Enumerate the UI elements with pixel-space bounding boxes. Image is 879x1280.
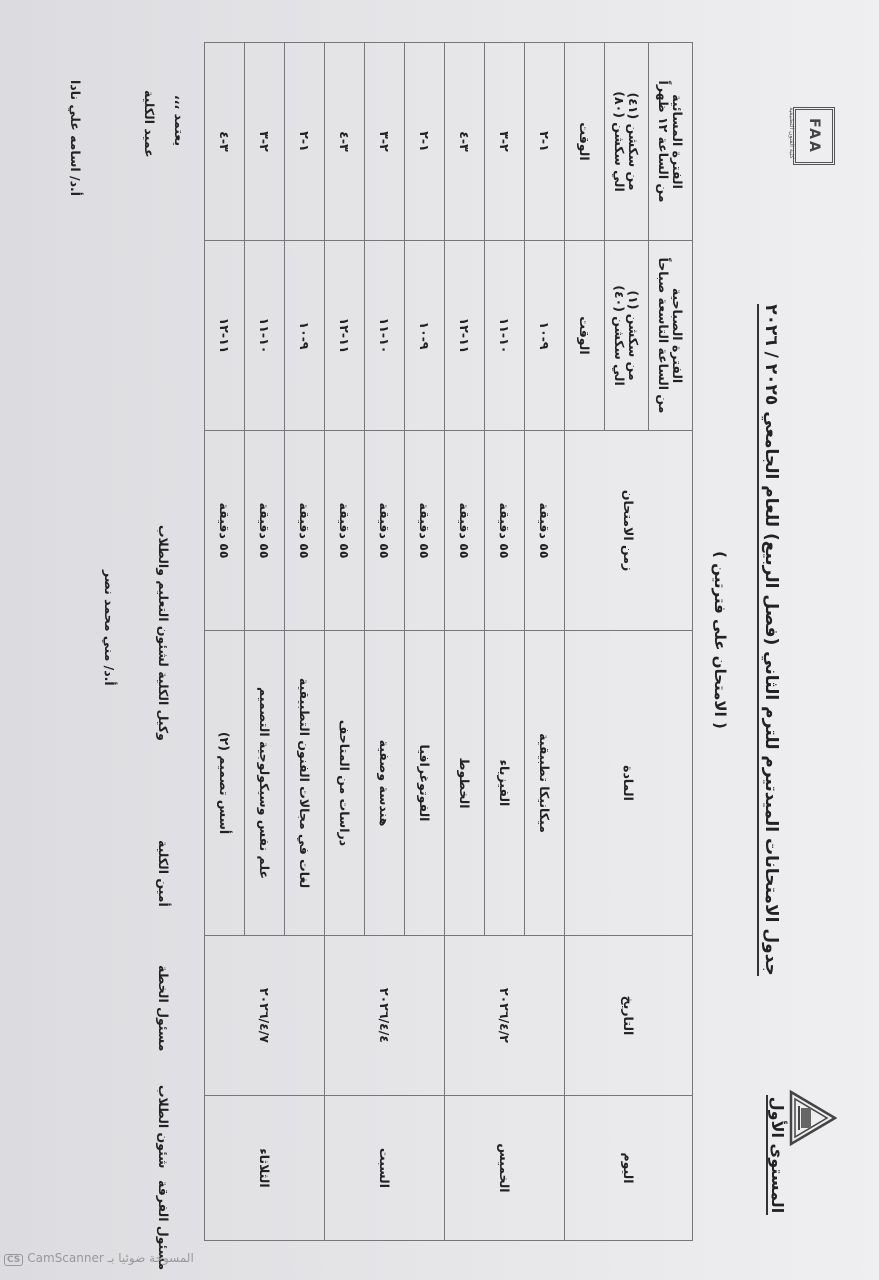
header-duration: زمن الامتحان bbox=[564, 430, 693, 631]
subject-cell: أسس تصميم (٢) bbox=[204, 630, 245, 936]
level-label: المستوى الأول bbox=[766, 1095, 787, 1215]
subject-cell: الفيزياء bbox=[484, 630, 525, 936]
subject-cell: لغات في مجالات الفنون التطبيقية bbox=[284, 630, 325, 936]
morning-time-cell: ٩-١٠ bbox=[404, 240, 445, 431]
vice-dean-name: أ.د/ مني محمد نصر bbox=[102, 570, 117, 686]
date-cell: ٢٠٢٦/٤/٤ bbox=[324, 935, 445, 1096]
page-title: جدول الامتحانات الميدتيرم للترم الثاني (… bbox=[757, 260, 781, 1020]
exam-schedule-table: اليوم التاريخ المادة زمن الامتحان الفترة… bbox=[204, 42, 693, 1241]
evening-time-cell: ٢-٣ bbox=[484, 42, 525, 241]
morning-time-cell: ٩-١٠ bbox=[284, 240, 325, 431]
subject-cell: ميكانيكا تطبيقية bbox=[524, 630, 565, 936]
subject-cell: علم نفس وسيكولوجية التصميم bbox=[244, 630, 285, 936]
morning-time-cell: ١٠-١١ bbox=[244, 240, 285, 431]
faculty-logo-text: FAA bbox=[806, 118, 822, 154]
day-cell: الخميس bbox=[444, 1095, 565, 1241]
sig-plan-officer: مسئول الخطة bbox=[156, 965, 171, 1052]
subject-cell: هندسة وصفية bbox=[364, 630, 405, 936]
subject-cell: الفوتوغرافيا bbox=[404, 630, 445, 936]
duration-cell: ٥٥ دقيقة bbox=[324, 430, 365, 631]
duration-cell: ٥٥ دقيقة bbox=[284, 430, 325, 631]
university-logo-icon bbox=[789, 1089, 837, 1147]
day-cell: السبت bbox=[324, 1095, 445, 1241]
sig-student-affairs: شئون الطلاب bbox=[156, 1085, 171, 1169]
sig-vice-dean: وكيل الكلية لشئون التعليم والطلاب bbox=[156, 525, 171, 741]
evening-time-cell: ١-٢ bbox=[404, 42, 445, 241]
evening-time-cell: ٣-٤ bbox=[204, 42, 245, 241]
dean-name: أ.د/ اسامه علي نادا bbox=[68, 80, 83, 197]
subject-cell: دراسات من المتاحف bbox=[324, 630, 365, 936]
header-morning-time: الوقت bbox=[564, 240, 605, 431]
evening-time-cell: ٢-٣ bbox=[364, 42, 405, 241]
header-date: التاريخ bbox=[564, 935, 693, 1096]
morning-time-cell: ١١-١٢ bbox=[204, 240, 245, 431]
evening-time-cell: ١-٢ bbox=[284, 42, 325, 241]
approved-label: يعتمد ،،، bbox=[172, 95, 187, 147]
duration-cell: ٥٥ دقيقة bbox=[484, 430, 525, 631]
morning-time-cell: ١١-١٢ bbox=[444, 240, 485, 431]
sig-faculty-secretary: أمين الكلية bbox=[156, 840, 171, 907]
subject-cell: الخطوط bbox=[444, 630, 485, 936]
morning-time-cell: ٩-١٠ bbox=[524, 240, 565, 431]
morning-time-cell: ١٠-١١ bbox=[364, 240, 405, 431]
faculty-logo: FAA bbox=[793, 107, 835, 165]
camscanner-watermark: CS CamScanner المسوحة ضوئيا بـ bbox=[4, 1251, 194, 1266]
camscanner-icon: CS bbox=[4, 1254, 24, 1266]
duration-cell: ٥٥ دقيقة bbox=[524, 430, 565, 631]
duration-cell: ٥٥ دقيقة bbox=[444, 430, 485, 631]
evening-time-cell: ٣-٤ bbox=[324, 42, 365, 241]
header-subject: المادة bbox=[564, 630, 693, 936]
duration-cell: ٥٥ دقيقة bbox=[404, 430, 445, 631]
evening-time-cell: ١-٢ bbox=[524, 42, 565, 241]
header-evening-sections: من سكشن (٤١) الي سكشن (٨٠) bbox=[604, 42, 649, 241]
table-row: الخميس ٢٠٢٦/٤/٢ ميكانيكا تطبيقية ٥٥ دقيقة ٩-… bbox=[444, 42, 565, 1241]
duration-cell: ٥٥ دقيقة bbox=[364, 430, 405, 631]
evening-time-cell: ٢-٣ bbox=[244, 42, 285, 241]
date-cell: ٢٠٢٦/٤/٧ bbox=[204, 935, 325, 1096]
header-morning-sections: من سكشن (١) الي سكشن (٤٠) bbox=[604, 240, 649, 431]
header-evening-time: الوقت bbox=[564, 42, 605, 241]
evening-time-cell: ٣-٤ bbox=[444, 42, 485, 241]
dean-label: عميد الكلية bbox=[142, 90, 157, 158]
duration-cell: ٥٥ دقيقة bbox=[204, 430, 245, 631]
header-morning-period: الفترة الصباحية من الساعة التاسعة صباحاً bbox=[648, 240, 693, 431]
table-row: السبت ٢٠٢٦/٤/٤ الفوتوغرافيا ٥٥ دقيقة ٩-١٠ ١-٢ bbox=[324, 42, 445, 1241]
morning-time-cell: ١٠-١١ bbox=[484, 240, 525, 431]
date-cell: ٢٠٢٦/٤/٢ bbox=[444, 935, 565, 1096]
header-day: اليوم bbox=[564, 1095, 693, 1241]
page-subtitle: ( الامتحان على فترتين ) bbox=[711, 551, 729, 729]
duration-cell: ٥٥ دقيقة bbox=[244, 430, 285, 631]
faculty-logo-caption: كلية الفنون التطبيقية bbox=[788, 107, 795, 159]
table-row: الثلاثاء ٢٠٢٦/٤/٧ لغات في مجالات الفنون ال… bbox=[204, 42, 325, 1241]
day-cell: الثلاثاء bbox=[204, 1095, 325, 1241]
header-evening-period: الفترة المسائية من الساعة ١٢ ظهراً bbox=[648, 42, 693, 241]
morning-time-cell: ١١-١٢ bbox=[324, 240, 365, 431]
